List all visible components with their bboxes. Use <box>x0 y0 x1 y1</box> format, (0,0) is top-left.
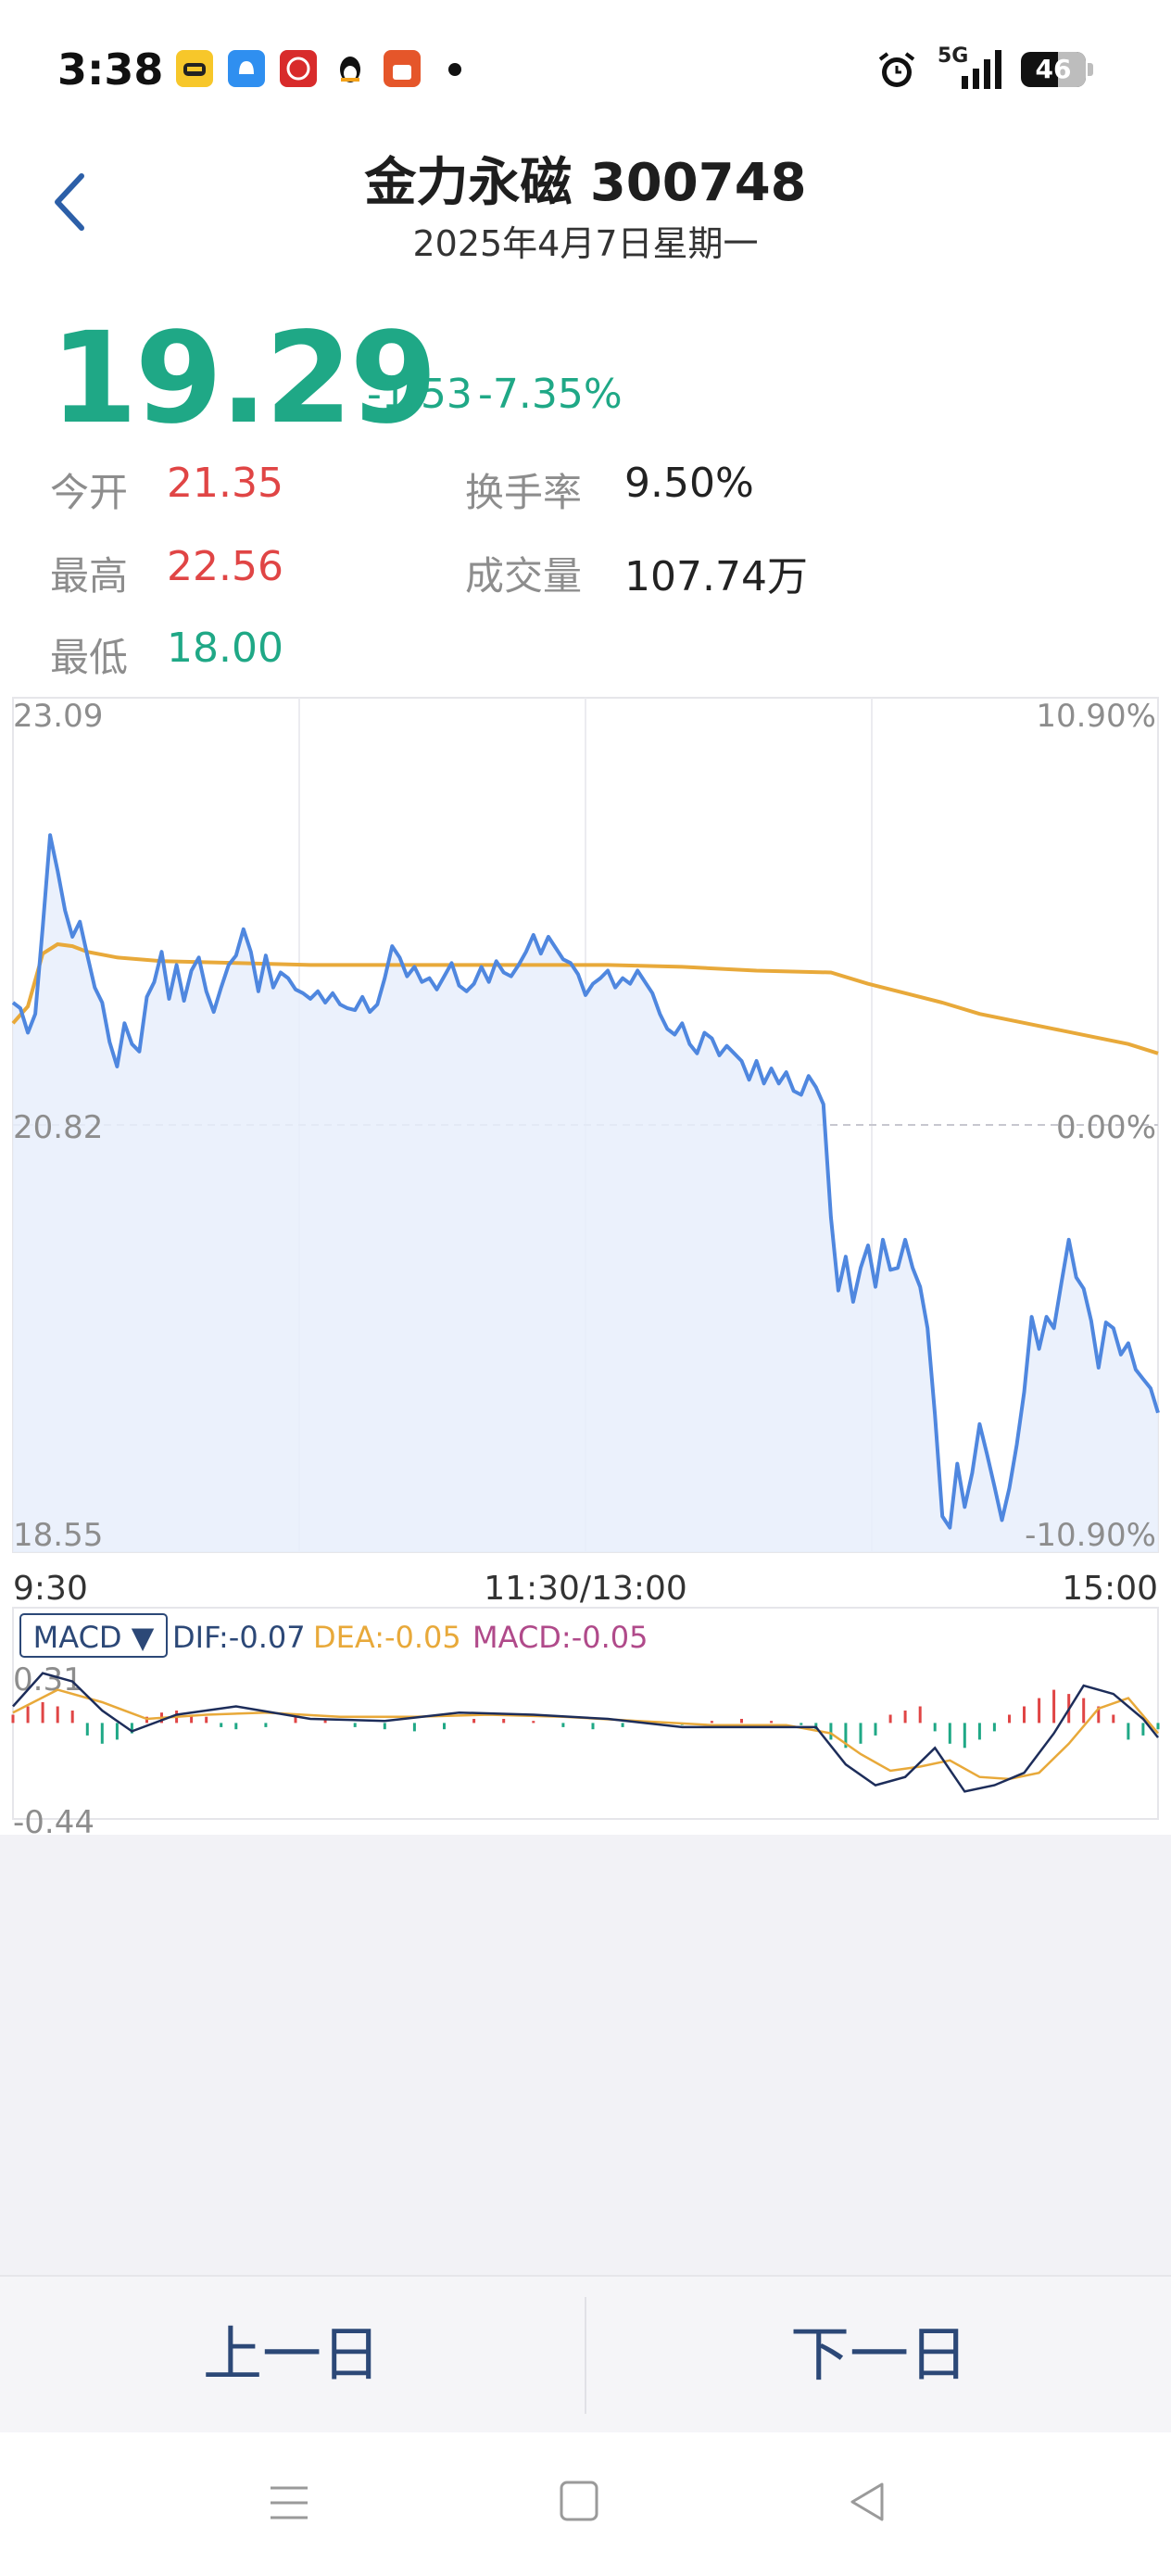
empty-content-area <box>0 1835 1171 2275</box>
qq-penguin-icon <box>332 50 369 87</box>
battery-icon: 46 <box>1021 52 1086 87</box>
back-button[interactable] <box>48 165 104 239</box>
notification-dot <box>448 63 461 76</box>
pct-axis-bottom: -10.90% <box>1025 1517 1156 1554</box>
price-change-percent: -7.35% <box>478 371 623 418</box>
dif-line <box>12 1672 1159 1793</box>
price-axis-top: 23.09 <box>13 698 103 735</box>
intraday-chart[interactable]: 23.09 20.82 18.55 10.90% 0.00% -10.90% 9… <box>0 695 1171 1835</box>
bell-app-icon <box>228 50 265 87</box>
volume-value: 107.74万 <box>624 553 808 600</box>
macd-panel-frame <box>12 1607 1159 1820</box>
price-axis-mid: 20.82 <box>13 1109 103 1146</box>
time-tick-midday: 11:30/13:00 <box>484 1570 687 1608</box>
day-navigation-bar: 上一日 下一日 <box>0 2275 1171 2434</box>
battery-tip <box>1088 63 1093 76</box>
menu-icon[interactable] <box>267 2481 311 2525</box>
high-value: 22.56 <box>167 543 283 590</box>
back-nav-icon[interactable] <box>845 2479 889 2525</box>
prev-day-button[interactable]: 上一日 <box>203 2321 381 2390</box>
next-day-button[interactable]: 下一日 <box>790 2321 968 2390</box>
price-axis-bottom: 18.55 <box>13 1517 103 1554</box>
pct-axis-mid: 0.00% <box>1056 1109 1156 1146</box>
status-time: 3:38 <box>57 44 164 95</box>
trade-date: 2025年4月7日星期一 <box>412 223 759 264</box>
chevron-left-icon <box>55 173 84 231</box>
dea-label: DEA:-0.05 <box>313 1620 461 1655</box>
open-label: 今开 <box>50 470 129 515</box>
macd-value-label: MACD:-0.05 <box>472 1620 648 1655</box>
low-value: 18.00 <box>167 625 283 672</box>
car-app-icon <box>176 50 213 87</box>
system-navigation-bar <box>0 2432 1171 2576</box>
macd-selector-label[interactable]: MACD ▼ <box>33 1620 155 1655</box>
turnover-value: 9.50% <box>624 460 754 507</box>
macd-selector[interactable] <box>19 1613 168 1658</box>
low-label: 最低 <box>50 635 129 680</box>
signal-icon <box>960 48 1004 95</box>
price-area-fill <box>13 835 1158 1552</box>
dea-line <box>12 1688 1159 1781</box>
news-app-icon <box>280 50 317 87</box>
price-change: -1.53 <box>367 371 472 418</box>
pct-axis-top: 10.90% <box>1036 698 1156 735</box>
network-type: 5G <box>938 44 969 68</box>
turnover-label: 换手率 <box>465 470 583 515</box>
volume-label: 成交量 <box>465 553 583 599</box>
alarm-icon <box>875 48 919 96</box>
price-line <box>11 833 1160 1530</box>
time-tick-open: 9:30 <box>13 1570 88 1608</box>
macd-axis-bottom: -0.44 <box>13 1804 94 1835</box>
dif-label: DIF:-0.07 <box>172 1620 306 1655</box>
current-price: 19.29 <box>50 306 437 452</box>
nav-divider <box>585 2297 586 2414</box>
stock-title: 金力永磁 300748 <box>364 153 807 213</box>
shopping-app-icon <box>384 50 421 87</box>
open-value: 21.35 <box>167 460 283 507</box>
home-icon[interactable] <box>558 2479 602 2525</box>
high-label: 最高 <box>50 553 129 599</box>
battery-level: 46 <box>1035 54 1072 84</box>
time-tick-close: 15:00 <box>1062 1570 1158 1608</box>
